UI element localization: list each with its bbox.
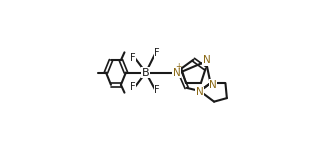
- Text: N: N: [196, 87, 204, 97]
- Text: N: N: [203, 55, 211, 65]
- Text: F: F: [130, 53, 136, 62]
- Text: +: +: [176, 62, 182, 71]
- Text: F: F: [130, 83, 136, 92]
- Text: F: F: [154, 85, 160, 95]
- Text: F: F: [154, 48, 160, 58]
- Text: N: N: [173, 68, 181, 77]
- Text: B: B: [142, 68, 149, 77]
- Text: N: N: [209, 80, 217, 90]
